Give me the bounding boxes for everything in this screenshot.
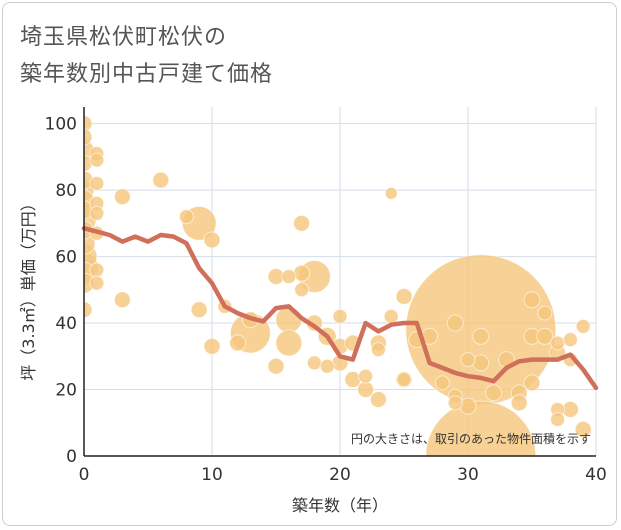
y-tick-label: 100: [45, 115, 77, 135]
data-bubble: [524, 292, 540, 308]
data-bubble: [370, 391, 386, 407]
data-bubble: [385, 187, 397, 199]
data-bubble: [191, 302, 207, 318]
x-tick-label: 40: [585, 465, 607, 485]
data-bubble: [447, 315, 463, 331]
data-bubble: [276, 307, 302, 333]
data-bubble: [435, 376, 449, 390]
data-bubble: [307, 356, 321, 370]
y-tick-label: 60: [55, 248, 77, 268]
data-bubble: [204, 232, 220, 248]
data-bubble: [473, 355, 489, 371]
data-bubble: [294, 215, 310, 231]
data-bubble: [524, 375, 540, 391]
data-bubble: [90, 263, 104, 277]
x-tick-label: 0: [79, 465, 90, 485]
data-bubble: [563, 333, 577, 347]
data-bubble: [90, 153, 104, 167]
y-tick-label: 80: [55, 181, 77, 201]
data-bubble: [486, 385, 502, 401]
data-bubble: [282, 270, 296, 284]
data-bubble: [551, 336, 565, 350]
data-bubble: [295, 283, 309, 297]
data-bubble: [204, 338, 220, 354]
data-bubble: [268, 358, 284, 374]
data-bubble: [473, 328, 489, 344]
data-bubble: [511, 395, 527, 411]
data-bubble: [396, 288, 412, 304]
data-bubble: [90, 206, 104, 220]
data-bubble: [359, 369, 373, 383]
data-bubble: [384, 309, 398, 323]
data-bubble: [371, 343, 385, 357]
data-bubble: [294, 265, 310, 281]
data-bubble: [538, 306, 552, 320]
data-bubble: [551, 412, 565, 426]
data-bubble: [448, 396, 462, 410]
x-tick-label: 30: [457, 465, 479, 485]
x-axis-label: 築年数（年）: [292, 496, 388, 515]
bubble-chart: 0 10 20 30 40 0 20 40 60 80 100 円の大きさは、取引のあった物件面積を…: [0, 0, 621, 530]
y-axis-label: 坪（3.3㎡）単価（万円）: [19, 195, 38, 380]
data-bubble: [460, 398, 476, 414]
data-bubble: [114, 189, 130, 205]
data-bubble: [153, 172, 169, 188]
data-bubble: [276, 330, 302, 356]
x-tick-label: 10: [201, 465, 223, 485]
data-bubble: [230, 335, 246, 351]
data-bubble: [90, 176, 104, 190]
data-bubble: [179, 210, 193, 224]
y-tick-label: 40: [55, 314, 77, 334]
data-bubble: [397, 373, 411, 387]
data-bubble: [90, 276, 104, 290]
data-bubble: [320, 359, 334, 373]
data-bubble: [461, 353, 475, 367]
bubble-series: [70, 116, 591, 511]
data-bubble: [576, 319, 590, 333]
y-tick-label: 20: [55, 381, 77, 401]
chart-note: 円の大きさは、取引のあった物件面積を示す: [351, 431, 591, 446]
x-tick-label: 20: [329, 465, 351, 485]
data-bubble: [114, 292, 130, 308]
y-tick-label: 0: [66, 447, 77, 467]
data-bubble: [333, 309, 347, 323]
